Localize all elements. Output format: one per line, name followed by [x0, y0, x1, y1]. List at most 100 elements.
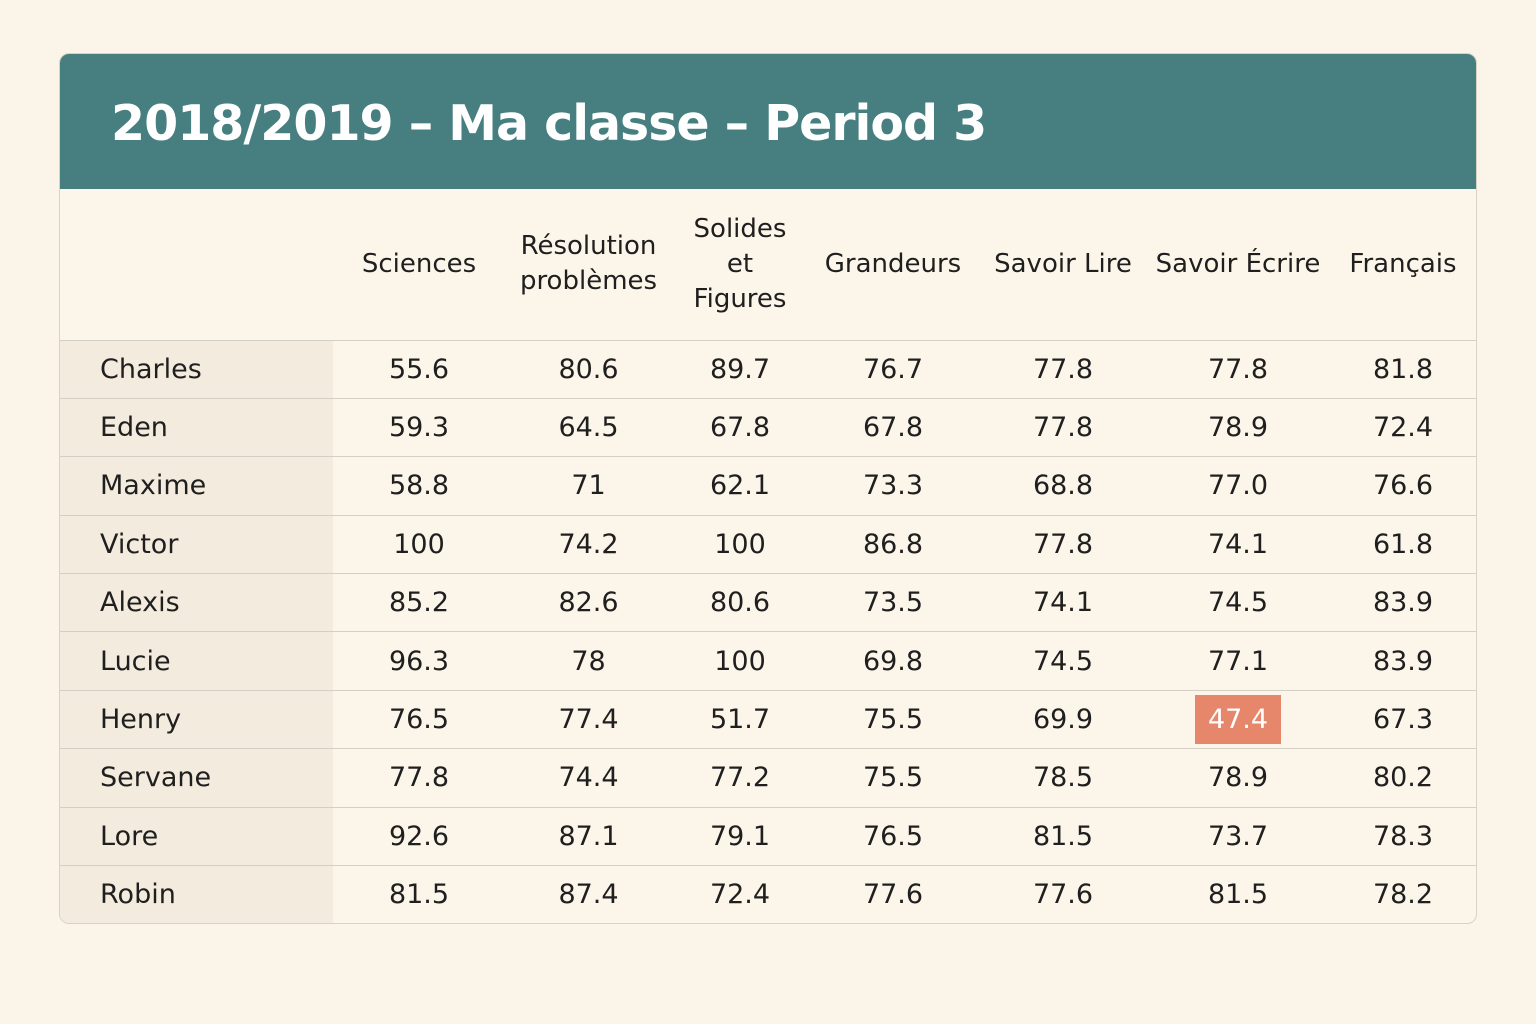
score-cell[interactable]: 51.7 [672, 690, 808, 750]
score-cell[interactable]: 77.8 [1148, 340, 1328, 399]
score-cell[interactable]: 78.2 [1372, 879, 1434, 911]
student-name: Robin [60, 865, 333, 923]
score-cell[interactable]: 96.3 [333, 631, 505, 691]
table-row: Lore 92.6 87.1 79.1 76.5 81.5 73.7 78.3 [60, 807, 1476, 867]
score-cell[interactable]: 77.0 [1148, 456, 1328, 516]
table-row: Servane 77.8 74.4 77.2 75.5 78.5 78.9 80.2 [60, 748, 1476, 808]
score-cell[interactable]: 77.2 [672, 748, 808, 808]
score-cell[interactable]: 77.1 [1148, 631, 1328, 691]
column-header[interactable]: Solides et Figures [672, 189, 808, 341]
score-cell[interactable]: 67.8 [808, 398, 978, 458]
table-row: Charles 55.6 80.6 89.7 76.7 77.8 77.8 81.8 [60, 340, 1476, 399]
score-cell[interactable]: 47.4 [1148, 690, 1328, 750]
score-cell[interactable]: 75.5 [808, 690, 978, 750]
score-cell[interactable]: 67.3 [1328, 690, 1476, 750]
score-cell[interactable]: 83.9 [1328, 573, 1476, 633]
score-cell[interactable]: 77.8 [978, 340, 1148, 399]
score-cell[interactable]: 55.6 [333, 340, 505, 399]
score-cell[interactable]: 72.4 [709, 879, 771, 911]
score-cell[interactable]: 82.6 [505, 573, 672, 633]
table-row: Lucie 96.3 78 100 69.8 74.5 77.1 83.9 [60, 631, 1476, 691]
low-score-badge: 47.4 [1194, 695, 1282, 745]
score-cell[interactable]: 100 [672, 515, 808, 575]
score-cell[interactable]: 74.1 [1148, 515, 1328, 575]
score-cell[interactable]: 67.8 [672, 398, 808, 458]
score-cell[interactable]: 78 [505, 631, 672, 691]
score-cell[interactable]: 76.6 [1328, 456, 1476, 516]
student-name: Alexis [60, 573, 333, 633]
table-row: Alexis 85.2 82.6 80.6 73.5 74.1 74.5 83.9 [60, 573, 1476, 633]
score-cell[interactable]: 100 [333, 515, 505, 575]
score-cell[interactable]: 89.7 [672, 340, 808, 399]
score-cell[interactable]: 73.7 [1148, 807, 1328, 867]
column-header[interactable]: Français [1328, 189, 1476, 341]
table-row: Henry 76.5 77.4 51.7 75.5 69.9 47.4 67.3 [60, 690, 1476, 750]
score-cell[interactable]: 58.8 [333, 456, 505, 516]
score-cell[interactable]: 62.1 [672, 456, 808, 516]
score-cell[interactable]: 77.6 [862, 879, 924, 911]
student-name: Servane [60, 748, 333, 808]
score-cell[interactable]: 59.3 [333, 398, 505, 458]
table-row: Robin 81.5 87.4 72.4 77.6 77.6 81.5 78.2 [60, 865, 1476, 923]
score-cell[interactable]: 73.5 [808, 573, 978, 633]
score-cell[interactable]: 92.6 [333, 807, 505, 867]
score-cell[interactable]: 78.3 [1328, 807, 1476, 867]
student-name: Maxime [60, 456, 333, 516]
student-name: Henry [60, 690, 333, 750]
score-cell[interactable]: 73.3 [808, 456, 978, 516]
table-row: Eden 59.3 64.5 67.8 67.8 77.8 78.9 72.4 [60, 398, 1476, 458]
score-cell[interactable]: 100 [672, 631, 808, 691]
score-cell[interactable]: 77.8 [978, 398, 1148, 458]
score-cell[interactable]: 81.5 [978, 807, 1148, 867]
score-cell[interactable]: 80.6 [672, 573, 808, 633]
column-header[interactable]: Sciences [333, 189, 505, 341]
score-cell[interactable]: 87.1 [505, 807, 672, 867]
score-cell[interactable]: 69.9 [978, 690, 1148, 750]
score-cell[interactable]: 78.5 [978, 748, 1148, 808]
score-cell[interactable]: 76.5 [808, 807, 978, 867]
score-cell[interactable]: 61.8 [1328, 515, 1476, 575]
header-row: Sciences Résolution problèmes Solides et… [60, 189, 1476, 341]
score-cell[interactable]: 68.8 [978, 456, 1148, 516]
score-cell[interactable]: 77.8 [978, 515, 1148, 575]
score-cell[interactable]: 77.8 [333, 748, 505, 808]
score-cell[interactable]: 81.8 [1328, 340, 1476, 399]
page-title: 2018/2019 – Ma classe – Period 3 [111, 95, 987, 152]
score-cell[interactable]: 83.9 [1328, 631, 1476, 691]
score-cell[interactable]: 76.7 [808, 340, 978, 399]
score-cell[interactable]: 74.1 [978, 573, 1148, 633]
score-cell[interactable]: 81.5 [388, 879, 450, 911]
score-cell[interactable]: 86.8 [808, 515, 978, 575]
gradebook-header: 2018/2019 – Ma classe – Period 3 [60, 54, 1476, 189]
table-row: Maxime 58.8 71 62.1 73.3 68.8 77.0 76.6 [60, 456, 1476, 516]
score-cell[interactable]: 75.5 [808, 748, 978, 808]
score-cell[interactable]: 64.5 [505, 398, 672, 458]
score-cell[interactable]: 81.5 [1207, 879, 1269, 911]
score-cell[interactable]: 72.4 [1328, 398, 1476, 458]
score-cell[interactable]: 79.1 [672, 807, 808, 867]
score-cell[interactable]: 74.5 [978, 631, 1148, 691]
column-header[interactable]: Savoir Écrire [1148, 189, 1328, 341]
column-header[interactable]: Savoir Lire [978, 189, 1148, 341]
score-cell[interactable]: 80.2 [1328, 748, 1476, 808]
gradebook-card: 2018/2019 – Ma classe – Period 3 Science… [59, 53, 1477, 924]
column-header[interactable]: Grandeurs [808, 189, 978, 341]
score-cell[interactable]: 85.2 [333, 573, 505, 633]
score-cell[interactable]: 74.4 [505, 748, 672, 808]
score-cell[interactable]: 77.6 [1032, 879, 1094, 911]
score-cell[interactable]: 87.4 [558, 879, 619, 911]
student-name: Lucie [60, 631, 333, 691]
score-cell[interactable]: 77.4 [505, 690, 672, 750]
score-cell[interactable]: 76.5 [333, 690, 505, 750]
score-cell[interactable]: 71 [505, 456, 672, 516]
score-cell[interactable]: 80.6 [505, 340, 672, 399]
score-cell[interactable]: 78.9 [1148, 748, 1328, 808]
score-cell[interactable]: 74.5 [1148, 573, 1328, 633]
score-cell[interactable]: 69.8 [808, 631, 978, 691]
score-cell[interactable]: 78.9 [1148, 398, 1328, 458]
grades-body: Charles 55.6 80.6 89.7 76.7 77.8 77.8 81.8 Eden 5… [60, 340, 1476, 923]
student-name: Eden [60, 398, 333, 458]
score-cell[interactable]: 74.2 [505, 515, 672, 575]
corner-cell [60, 189, 333, 341]
column-header[interactable]: Résolution problèmes [505, 189, 672, 341]
